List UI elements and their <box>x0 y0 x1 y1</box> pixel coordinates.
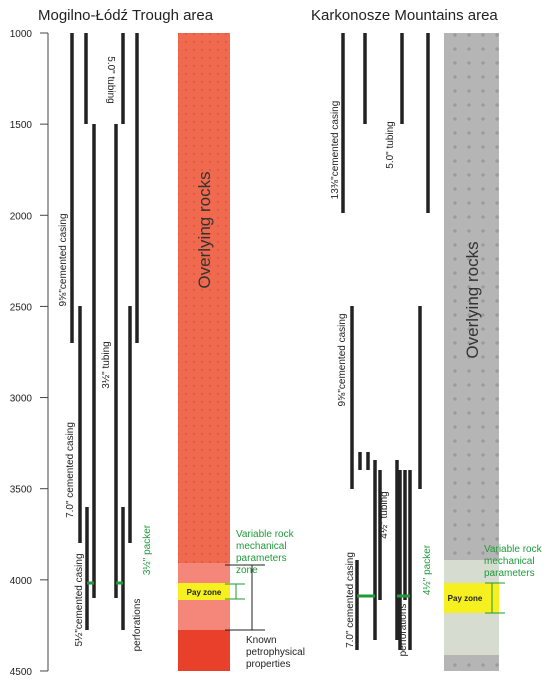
pay-zone-label: Pay zone <box>187 588 222 597</box>
zone-label: parameters <box>236 553 287 564</box>
pipe-label: 5½"cemented casing <box>74 553 85 646</box>
perforations-label: perforations <box>398 604 409 657</box>
pipe-label: 3½" tubing <box>101 341 112 388</box>
depth-label: 4500 <box>10 667 33 678</box>
zone-label: petrophysical <box>246 647 305 658</box>
pay-arrows <box>225 582 505 614</box>
depth-label: 1500 <box>10 120 33 131</box>
rock-label: Overlying rocks <box>463 241 482 358</box>
depth-label: 2500 <box>10 302 33 313</box>
variable-band <box>178 600 230 630</box>
zone-label: properties <box>246 659 290 670</box>
pipe-label: 5.0" tubing <box>385 121 396 168</box>
depth-label: 3000 <box>10 394 33 405</box>
pay-zone-band <box>444 583 499 613</box>
depth-label: 3500 <box>10 485 33 496</box>
packer-label: 4½" packer <box>422 544 433 595</box>
rock-label: Overlying rocks <box>195 171 214 288</box>
known-band <box>178 630 230 671</box>
pay-zone-band <box>178 583 230 600</box>
packer-label: 3½" packer <box>142 524 153 575</box>
zone-label: Variable rock <box>484 544 543 555</box>
pipe-label: 13⅜"cemented casing <box>330 101 341 200</box>
zone-arrows <box>225 564 265 631</box>
zone-label: zone <box>236 565 258 576</box>
right-title: Karkonosze Mountains area <box>311 7 498 24</box>
pay-zone-label: Pay zone <box>448 594 483 603</box>
pipe-label: 7.0" cemented casing <box>345 552 356 648</box>
depth-label: 4000 <box>10 576 33 587</box>
pipe-label: 5.0" tubing <box>105 56 116 103</box>
depth-label: 1000 <box>10 29 33 40</box>
zone-label: mechanical <box>484 556 535 567</box>
zone-label: Known <box>246 635 277 646</box>
variable-band <box>178 563 230 583</box>
depth-label: 2000 <box>10 211 33 222</box>
pipe-label: 7.0" cemented casing <box>65 422 76 518</box>
pipe-label: 9⅝"cemented casing <box>58 213 69 306</box>
zone-label: parameters <box>484 568 535 579</box>
pipe-label: 9⅝"cemented casing <box>337 313 348 406</box>
zone-label: Variable rock <box>236 529 295 540</box>
zone-label: mechanical <box>236 541 287 552</box>
perforations-label: perforations <box>132 599 143 652</box>
left-title: Mogilno-Łódź Trough area <box>38 7 214 24</box>
pipe-label: 4½" tubing <box>379 491 390 538</box>
